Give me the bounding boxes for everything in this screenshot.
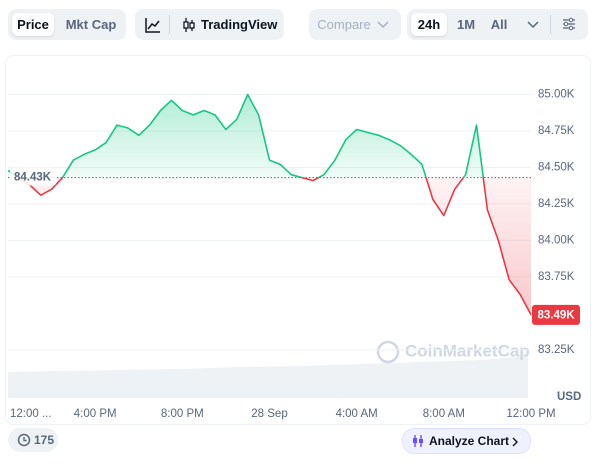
y-axis-unit: USD (557, 391, 581, 403)
current-price-label: 83.49K (537, 309, 575, 321)
price-area (8, 94, 531, 315)
divider (550, 15, 551, 34)
x-tick-label: 8:00 PM (161, 408, 204, 420)
x-tick-label: 4:00 PM (74, 408, 117, 420)
y-tick-label: 84.50K (538, 161, 575, 173)
analyze-icon (413, 435, 423, 447)
y-tick-label: 84.75K (538, 125, 575, 137)
tradingview-button[interactable]: TradingView (201, 17, 278, 32)
analyze-button[interactable]: Analyze Chart (402, 428, 531, 454)
view-tabs: Price Mkt Cap (8, 9, 126, 40)
current-price-tag (532, 304, 580, 325)
y-tick-label: 85.00K (538, 89, 575, 101)
y-tick-label: 84.00K (538, 234, 575, 246)
chart: CoinMarketCap USD 83.25K 83.75K 84.00K 84.2… (5, 55, 591, 425)
y-tick-label: 84.25K (538, 198, 575, 210)
tab-price[interactable]: Price (12, 13, 54, 36)
range-1m[interactable]: 1M (456, 17, 476, 32)
watermark-text: CoinMarketCap (405, 341, 530, 360)
clock-icon (17, 433, 31, 447)
range-all[interactable]: All (490, 17, 508, 32)
compare-button[interactable]: Compare (309, 9, 401, 40)
volume-band (8, 356, 528, 398)
divider (169, 15, 170, 34)
tab-mkt-cap[interactable]: Mkt Cap (65, 17, 117, 32)
y-tick-label: 83.75K (538, 271, 575, 283)
x-tick-label: 12:00 ... (10, 408, 52, 420)
x-tick-label: 12:00 PM (506, 408, 555, 420)
y-tick-label: 83.25K (538, 344, 575, 356)
analyze-label: Analyze Chart (429, 434, 510, 448)
settings-icon[interactable] (562, 17, 576, 31)
chevron (377, 21, 389, 29)
range-dropdown[interactable] (527, 20, 539, 29)
watermark: CoinMarketCap (376, 340, 530, 364)
compare-label: Compare (317, 17, 371, 32)
comments-count: 175 (34, 433, 55, 447)
reference-label-bg (10, 167, 56, 186)
chart-tools: TradingView (135, 9, 284, 40)
x-tick-label: 28 Sep (251, 408, 287, 420)
x-tick-label: 4:00 AM (336, 408, 378, 420)
reference-label: 84.43K (14, 172, 52, 184)
chevron-right (512, 437, 518, 447)
range-24h[interactable]: 24h (411, 13, 447, 36)
range-tabs: 24h 1M All (407, 9, 588, 40)
chart-frame (5, 55, 591, 425)
line-icon[interactable] (145, 17, 161, 33)
x-tick-label: 8:00 AM (423, 408, 465, 420)
price-line (7, 93, 532, 316)
candle-icon (183, 18, 195, 32)
comments-badge[interactable]: 175 (8, 428, 58, 452)
